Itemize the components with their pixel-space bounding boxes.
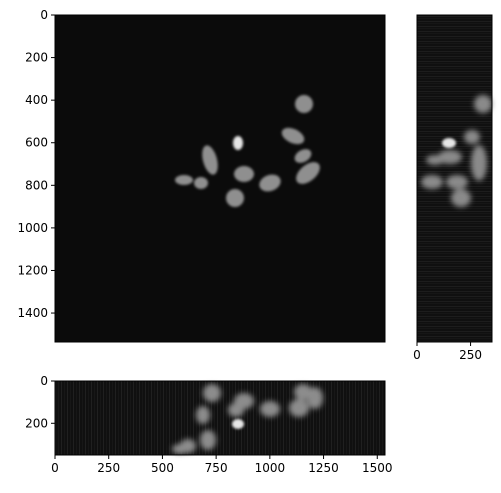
xz-y-tick-label: 200 — [25, 416, 48, 430]
xz-x-tick-label: 0 — [51, 461, 59, 475]
xy-y-tick-label: 600 — [25, 136, 48, 150]
nucleus — [289, 399, 309, 417]
zy-frame — [416, 14, 493, 343]
xz-x-axis: 0 250 500 750 1000 1250 1500 — [51, 455, 393, 475]
xz-frame — [54, 380, 386, 456]
xz-x-tick-label: 1500 — [362, 461, 393, 475]
nucleus — [294, 149, 312, 163]
xz-nuclei — [172, 384, 323, 454]
xy-panel: 0 200 400 600 800 1000 1200 1400 — [17, 8, 386, 343]
nucleus — [296, 162, 320, 184]
nucleus — [307, 387, 323, 409]
nucleus — [421, 175, 443, 189]
nucleus — [446, 175, 468, 189]
xz-panel: 0 250 500 750 1000 1250 1500 0 200 — [25, 374, 392, 475]
xz-x-tick-label: 1000 — [255, 461, 286, 475]
bright-nucleus — [233, 136, 243, 150]
nucleus — [203, 384, 221, 402]
nucleus — [200, 430, 216, 450]
nucleus — [281, 127, 305, 145]
nucleus — [226, 189, 244, 207]
nucleus — [228, 403, 244, 417]
xz-x-tick-label: 250 — [97, 461, 120, 475]
xy-y-tick-label: 200 — [25, 51, 48, 65]
nucleus — [260, 401, 280, 417]
xz-x-tick-label: 1250 — [308, 461, 339, 475]
nucleus — [259, 174, 281, 192]
xy-y-tick-label: 1400 — [17, 306, 48, 320]
nucleus — [464, 130, 480, 144]
xz-x-tick-label: 750 — [205, 461, 228, 475]
xz-y-axis: 0 200 — [25, 374, 55, 430]
nucleus — [474, 95, 492, 113]
xy-frame — [54, 14, 386, 343]
nucleus — [438, 150, 462, 164]
xy-nuclei — [175, 95, 320, 207]
nucleus — [194, 177, 208, 189]
nucleus — [172, 444, 188, 454]
nucleus — [202, 145, 218, 175]
xz-y-tick-label: 0 — [40, 374, 48, 388]
zy-x-tick-label: 250 — [459, 348, 482, 362]
nucleus — [295, 95, 313, 113]
xy-y-tick-label: 1000 — [17, 221, 48, 235]
nucleus — [196, 406, 210, 424]
zy-x-axis: 0 250 — [413, 342, 482, 362]
zy-nuclei — [421, 95, 492, 207]
xy-y-axis: 0 200 400 600 800 1000 1200 1400 — [17, 8, 55, 320]
xy-y-tick-label: 0 — [40, 8, 48, 22]
xy-y-tick-label: 1200 — [17, 263, 48, 277]
bright-nucleus — [232, 419, 244, 429]
zy-x-tick-label: 0 — [413, 348, 421, 362]
nucleus — [426, 155, 444, 165]
bright-nucleus — [442, 138, 456, 148]
nucleus — [175, 175, 193, 185]
xy-y-tick-label: 400 — [25, 93, 48, 107]
xy-image-background — [55, 15, 385, 342]
xz-x-tick-label: 500 — [151, 461, 174, 475]
zy-panel: 0 250 — [413, 14, 493, 362]
nucleus — [451, 189, 471, 207]
xy-y-tick-label: 800 — [25, 178, 48, 192]
nucleus — [471, 145, 487, 181]
nucleus — [234, 166, 254, 182]
